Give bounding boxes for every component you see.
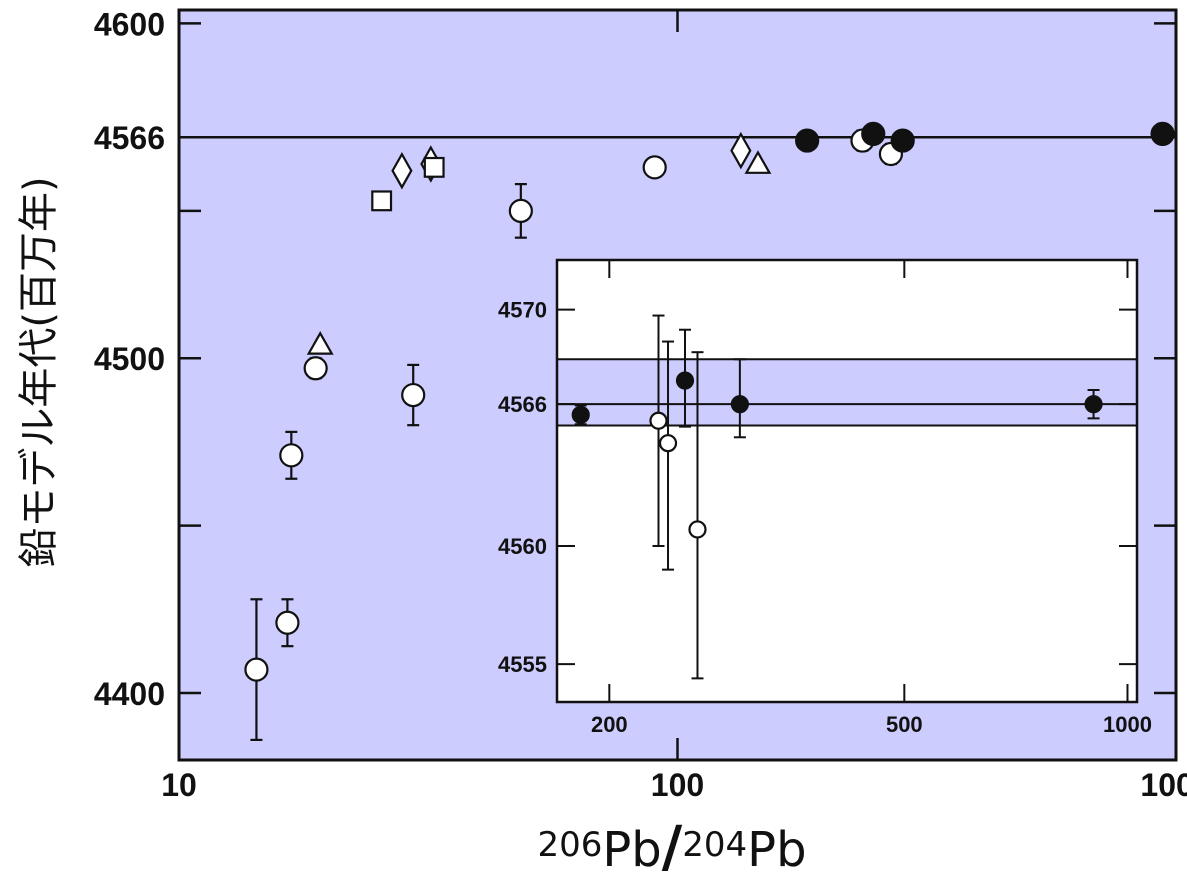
inset-band <box>557 359 1137 426</box>
inset-y-tick-label-3: 4570 <box>498 298 547 323</box>
x-tick-label-1: 100 <box>651 767 704 803</box>
inset-y-tick-label-1: 4560 <box>498 534 547 559</box>
main-point-circle-open-4 <box>401 382 426 408</box>
inset-errorbar-circle-open-0 <box>652 314 665 547</box>
main-point-circle-open-5 <box>508 198 533 223</box>
x-tick-label-2: 1000 <box>1140 767 1187 803</box>
inset-point-circle-open-2 <box>688 520 707 539</box>
inset-point-circle-filled-1 <box>675 371 695 390</box>
y-tick-label-3: 4600 <box>94 6 165 42</box>
main-point-triangle-open-1 <box>744 150 772 174</box>
inset-errorbar-circle-open-2 <box>691 351 704 680</box>
main-point-circle-filled-3 <box>1150 121 1175 146</box>
x-axis-label-base1: Pb <box>602 822 661 878</box>
main-point-circle-open-6 <box>642 155 667 180</box>
x-axis-label: 206Pb/204Pb <box>537 815 806 879</box>
main-point-circle-open-1 <box>275 610 300 635</box>
main-point-circle-filled-2 <box>890 128 915 153</box>
y-tick-label-2: 4566 <box>94 120 165 156</box>
plot-frame <box>177 8 1178 762</box>
inset-point-circle-filled-2 <box>730 395 749 414</box>
main-point-circle-open-3 <box>303 356 328 381</box>
x-axis-label-sup1: 206 <box>537 825 602 865</box>
inset-point-circle-open-1 <box>658 434 678 453</box>
x-axis-label-slash: / <box>662 815 683 879</box>
inset-x-tick-label-2: 1000 <box>1103 712 1152 737</box>
main-point-diamond-open-2 <box>730 131 752 170</box>
main-point-circle-open-0 <box>244 657 269 682</box>
inset-point-circle-filled-3 <box>1084 395 1103 414</box>
inset-x-tick-label-1: 500 <box>886 712 923 737</box>
inset-errorbar-circle-open-1 <box>662 340 675 571</box>
y-tick-label-0: 4400 <box>94 676 165 712</box>
inset-point-circle-filled-0 <box>571 405 590 424</box>
inset-y-tick-label-0: 4555 <box>498 652 547 677</box>
main-point-circle-filled-0 <box>795 128 820 153</box>
inset-frame <box>555 258 1139 704</box>
main-point-circle-open-2 <box>279 443 304 468</box>
y-tick-label-1: 4500 <box>94 341 165 377</box>
x-axis-label-sup2: 204 <box>682 825 747 865</box>
main-point-circle-filled-1 <box>861 121 886 146</box>
inset-y-tick-label-2: 4566 <box>498 392 547 417</box>
main-point-square-open-1 <box>423 156 445 178</box>
inset-x-tick-label-0: 200 <box>591 712 628 737</box>
main-point-diamond-open-0 <box>391 151 413 190</box>
x-axis-label-base2: Pb <box>747 822 806 878</box>
main-point-triangle-open-0 <box>306 331 334 355</box>
inset-plot: 4555 4560 4566 4570 200 500 1000 <box>498 258 1152 737</box>
inset-background <box>557 260 1137 702</box>
x-tick-label-0: 10 <box>161 767 197 803</box>
inset-point-circle-open-0 <box>649 411 668 430</box>
y-axis-label: 鉛モデル年代(百万年) <box>16 176 62 567</box>
main-point-square-open-0 <box>371 190 393 212</box>
